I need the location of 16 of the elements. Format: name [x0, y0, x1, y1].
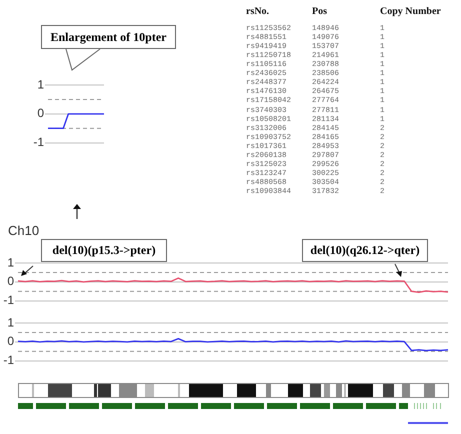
y-tick-label: 0	[37, 106, 44, 120]
text: Ch10	[8, 223, 40, 238]
y-tick-label: -1	[33, 135, 44, 150]
y-tick-label: -1	[3, 293, 14, 308]
text: del(10)(p15.3->pter)	[41, 239, 167, 262]
text: rsNo.	[246, 6, 270, 17]
y-tick-label: 1	[37, 77, 44, 92]
text: del(10)(q26.12->qter)	[302, 239, 428, 262]
y-tick-label: 1	[7, 315, 14, 330]
text: Copy Number	[380, 6, 441, 17]
y-tick-label: 1	[7, 255, 14, 270]
text: Pos	[312, 6, 327, 17]
y-tick-label: 0	[7, 334, 14, 348]
y-tick-label: -1	[3, 353, 14, 368]
text: Enlargement of 10pter	[41, 25, 176, 49]
y-tick-label: 0	[7, 274, 14, 288]
